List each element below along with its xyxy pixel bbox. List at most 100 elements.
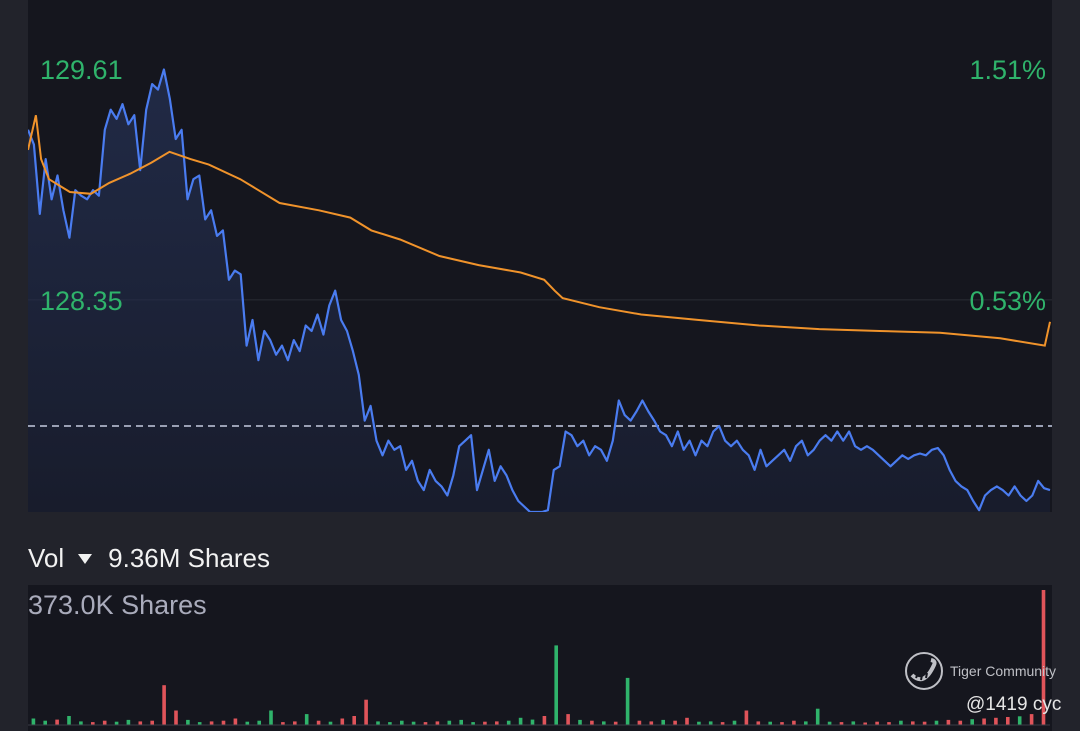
volume-bar — [114, 721, 119, 725]
volume-bar — [958, 720, 963, 725]
watermark: Tiger Community — [904, 651, 1056, 691]
volume-bar — [756, 721, 761, 725]
volume-bar — [911, 721, 915, 725]
volume-bar — [899, 720, 903, 725]
volume-bar — [364, 699, 368, 725]
volume-bar — [435, 721, 440, 725]
volume-bar — [554, 645, 558, 725]
volume-bar — [613, 721, 618, 725]
volume-bar — [590, 720, 594, 725]
volume-bar — [186, 719, 190, 725]
volume-bar — [328, 721, 333, 725]
volume-bar — [637, 720, 642, 725]
volume-bar — [649, 721, 654, 725]
volume-bar — [804, 721, 808, 725]
volume-bar — [79, 721, 83, 725]
volume-bar — [126, 719, 131, 725]
volume-bar — [578, 719, 582, 725]
volume-bar — [447, 720, 452, 725]
volume-bar — [269, 710, 273, 725]
volume-bar — [293, 721, 297, 725]
volume-bar — [815, 708, 820, 725]
volume-bar — [518, 717, 523, 725]
volume-bar — [174, 710, 178, 725]
volume-bar — [55, 719, 59, 725]
volume-bar — [506, 720, 511, 725]
volume-bar — [483, 721, 487, 725]
volume-header: Vol 9.36M Shares — [28, 543, 270, 574]
volume-bar — [233, 718, 238, 725]
price-chart[interactable] — [28, 0, 1052, 512]
volume-bar — [1029, 714, 1034, 725]
volume-bar — [970, 719, 974, 725]
volume-bar — [661, 719, 665, 725]
volume-bar — [875, 721, 879, 725]
volume-bar — [423, 722, 428, 725]
volume-total: 9.36M Shares — [108, 543, 271, 573]
volume-bar — [150, 720, 154, 725]
watermark-brand: Tiger Community — [950, 663, 1057, 679]
volume-bar — [673, 720, 677, 725]
volume-bar — [827, 721, 832, 725]
volume-bar — [780, 722, 784, 725]
volume-bar — [566, 714, 570, 725]
volume-bar — [221, 720, 226, 725]
tiger-logo-icon — [905, 652, 943, 690]
volume-bar — [1017, 716, 1022, 725]
price-high-label: 129.61 — [40, 55, 123, 85]
volume-bar — [708, 721, 713, 725]
volume-bar — [67, 716, 71, 725]
volume-bar — [922, 721, 927, 725]
volume-bar — [1041, 590, 1046, 725]
volume-bar — [982, 718, 986, 725]
volume-bar — [602, 721, 606, 725]
volume-bar — [400, 720, 404, 725]
volume-bar — [542, 716, 547, 725]
price-line — [28, 68, 1051, 512]
volume-bar — [411, 721, 416, 725]
volume-bar — [946, 719, 951, 725]
volume-bar — [91, 722, 95, 725]
volume-label: Vol — [28, 543, 65, 573]
volume-bar — [102, 720, 107, 725]
volume-bar — [863, 722, 867, 725]
volume-bar — [744, 710, 749, 725]
price-mid-label: 128.35 — [40, 286, 123, 316]
volume-bar — [720, 722, 725, 725]
volume-max-label: 373.0K Shares — [28, 590, 207, 620]
volume-bar — [340, 718, 345, 725]
volume-bar — [887, 722, 891, 725]
watermark-user: @1419 cyc — [966, 694, 1062, 715]
volume-bar — [732, 720, 737, 725]
volume-bar — [697, 721, 701, 725]
volume-bar — [851, 721, 856, 725]
volume-bar — [685, 717, 689, 725]
volume-bar — [388, 722, 392, 725]
volume-bar — [994, 717, 998, 725]
volume-bar — [138, 721, 143, 725]
pct-mid-label: 0.53% — [969, 286, 1046, 316]
price-chart-svg — [28, 68, 1052, 512]
pct-high-label: 1.51% — [969, 55, 1046, 85]
volume-bar — [162, 685, 166, 725]
volume-bar — [43, 720, 47, 725]
volume-bar — [257, 720, 261, 725]
volume-bar — [792, 720, 796, 725]
volume-bar — [197, 722, 202, 725]
volume-bar — [245, 721, 250, 725]
volume-bar — [839, 722, 844, 725]
volume-bar — [281, 722, 285, 725]
volume-bar — [352, 716, 356, 725]
dropdown-triangle-icon[interactable] — [78, 553, 93, 564]
volume-bar — [376, 721, 380, 725]
volume-bar — [459, 719, 463, 725]
average-price-line — [28, 114, 1051, 347]
volume-bar — [209, 721, 214, 725]
volume-chart[interactable]: 373.0K Shares — [28, 585, 1052, 731]
volume-bar — [768, 721, 772, 725]
volume-bar — [625, 677, 630, 725]
volume-bar — [530, 719, 535, 725]
volume-bar — [934, 720, 939, 725]
volume-bar — [495, 721, 499, 725]
price-area-fill — [28, 69, 1050, 512]
